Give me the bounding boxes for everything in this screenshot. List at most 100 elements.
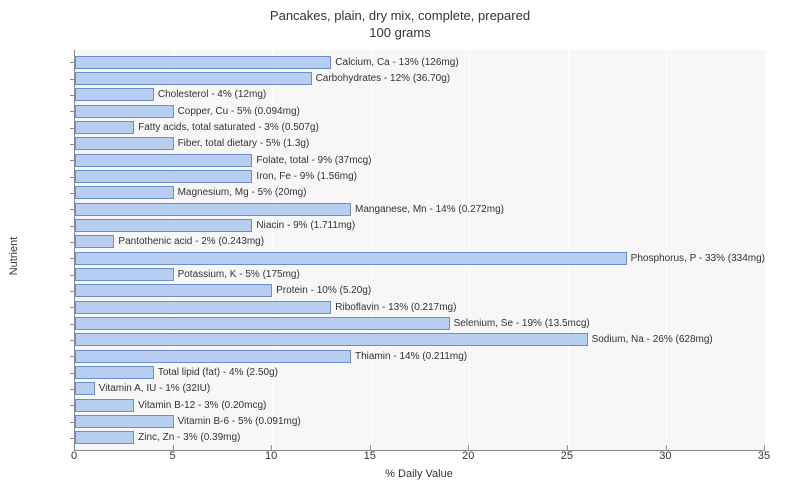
bar-label: Manganese, Mn - 14% (0.272mg) (351, 204, 504, 215)
bar-label: Total lipid (fat) - 4% (2.50g) (154, 367, 278, 378)
bar-label: Carbohydrates - 12% (36.70g) (312, 73, 451, 84)
bar (75, 219, 252, 232)
bar (75, 317, 450, 330)
y-tick (70, 177, 74, 178)
bar-row: Fatty acids, total saturated - 3% (0.507… (75, 120, 765, 134)
bar-label: Sodium, Na - 26% (628mg) (588, 334, 713, 345)
bar-row: Fiber, total dietary - 5% (1.3g) (75, 137, 765, 151)
bar (75, 415, 174, 428)
bar-row: Iron, Fe - 9% (1.56mg) (75, 169, 765, 183)
bar-label: Pantothenic acid - 2% (0.243mg) (114, 236, 264, 247)
bars-container: Calcium, Ca - 13% (126mg) Carbohydrates -… (75, 50, 765, 450)
bar (75, 105, 174, 118)
x-tick-label: 35 (758, 450, 770, 462)
bar-row: Vitamin B-12 - 3% (0.20mcg) (75, 398, 765, 412)
x-tick-label: 25 (561, 450, 573, 462)
bar-row: Folate, total - 9% (37mcg) (75, 153, 765, 167)
bar-row: Potassium, K - 5% (175mg) (75, 267, 765, 281)
bar-label: Vitamin B-6 - 5% (0.091mg) (174, 416, 301, 427)
bar (75, 72, 312, 85)
title-line-2: 100 grams (369, 25, 430, 40)
y-tick (70, 95, 74, 96)
bar-label: Vitamin A, IU - 1% (32IU) (95, 383, 211, 394)
bar-label: Fiber, total dietary - 5% (1.3g) (174, 138, 310, 149)
bar-row: Zinc, Zn - 3% (0.39mg) (75, 431, 765, 445)
bar (75, 203, 351, 216)
bar (75, 399, 134, 412)
y-tick (70, 307, 74, 308)
bar (75, 186, 174, 199)
x-tick-label: 10 (265, 450, 277, 462)
y-tick (70, 340, 74, 341)
y-tick (70, 62, 74, 63)
x-tick-label: 5 (170, 450, 176, 462)
x-tick-label: 20 (462, 450, 474, 462)
y-tick (70, 389, 74, 390)
y-tick (70, 111, 74, 112)
gridline (765, 50, 766, 450)
y-tick (70, 356, 74, 357)
plot-area: Calcium, Ca - 13% (126mg) Carbohydrates -… (74, 50, 765, 451)
bar-label: Phosphorus, P - 33% (334mg) (627, 253, 765, 264)
x-tick-label: 15 (364, 450, 376, 462)
y-tick (70, 128, 74, 129)
y-tick (70, 160, 74, 161)
y-tick (70, 258, 74, 259)
y-tick (70, 144, 74, 145)
bar-label: Copper, Cu - 5% (0.094mg) (174, 106, 300, 117)
y-tick (70, 193, 74, 194)
bar-row: Calcium, Ca - 13% (126mg) (75, 55, 765, 69)
bar-label: Protein - 10% (5.20g) (272, 285, 371, 296)
bar (75, 235, 114, 248)
bar (75, 121, 134, 134)
title-line-1: Pancakes, plain, dry mix, complete, prep… (270, 8, 530, 23)
bar (75, 56, 331, 69)
bar (75, 284, 272, 297)
y-tick (70, 226, 74, 227)
bar-row: Pantothenic acid - 2% (0.243mg) (75, 235, 765, 249)
bar-label: Selenium, Se - 19% (13.5mcg) (450, 318, 590, 329)
y-tick (70, 291, 74, 292)
y-axis-title: Nutrient (8, 237, 20, 276)
x-axis: 05101520253035 % Daily Value (74, 450, 764, 480)
bar-row: Magnesium, Mg - 5% (20mg) (75, 186, 765, 200)
bar (75, 137, 174, 150)
y-tick (70, 242, 74, 243)
bar (75, 301, 331, 314)
bar-label: Iron, Fe - 9% (1.56mg) (252, 171, 357, 182)
bar-row: Riboflavin - 13% (0.217mg) (75, 300, 765, 314)
bar (75, 268, 174, 281)
chart-title: Pancakes, plain, dry mix, complete, prep… (0, 0, 800, 42)
bar-label: Niacin - 9% (1.711mg) (252, 220, 355, 231)
bar-row: Manganese, Mn - 14% (0.272mg) (75, 202, 765, 216)
bar-label: Calcium, Ca - 13% (126mg) (331, 57, 458, 68)
bar-row: Phosphorus, P - 33% (334mg) (75, 251, 765, 265)
bar-row: Selenium, Se - 19% (13.5mcg) (75, 316, 765, 330)
bar-label: Vitamin B-12 - 3% (0.20mcg) (134, 400, 266, 411)
x-tick-label: 30 (659, 450, 671, 462)
bar-label: Fatty acids, total saturated - 3% (0.507… (134, 122, 319, 133)
bar-row: Sodium, Na - 26% (628mg) (75, 333, 765, 347)
bar-label: Cholesterol - 4% (12mg) (154, 89, 266, 100)
bar (75, 170, 252, 183)
y-tick (70, 438, 74, 439)
bar (75, 252, 627, 265)
bar-row: Copper, Cu - 5% (0.094mg) (75, 104, 765, 118)
bar (75, 431, 134, 444)
y-tick (70, 209, 74, 210)
bar-row: Protein - 10% (5.20g) (75, 284, 765, 298)
bar-row: Thiamin - 14% (0.211mg) (75, 349, 765, 363)
bar-label: Folate, total - 9% (37mcg) (252, 155, 371, 166)
y-tick (70, 324, 74, 325)
bar-row: Vitamin B-6 - 5% (0.091mg) (75, 414, 765, 428)
y-tick (70, 405, 74, 406)
x-tick-label: 0 (71, 450, 77, 462)
nutrient-chart: Pancakes, plain, dry mix, complete, prep… (0, 0, 800, 500)
bar-row: Carbohydrates - 12% (36.70g) (75, 71, 765, 85)
bar-row: Cholesterol - 4% (12mg) (75, 88, 765, 102)
bar-label: Potassium, K - 5% (175mg) (174, 269, 300, 280)
bar (75, 366, 154, 379)
bar-label: Riboflavin - 13% (0.217mg) (331, 302, 456, 313)
bar (75, 88, 154, 101)
y-tick (70, 373, 74, 374)
